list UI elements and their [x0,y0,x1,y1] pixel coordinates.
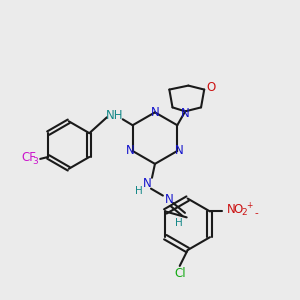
Text: NH: NH [106,109,124,122]
Text: N: N [181,107,190,120]
Text: +: + [246,201,253,210]
Text: O: O [206,81,216,94]
Text: -: - [255,208,258,218]
Text: N: N [143,177,152,190]
Text: N: N [164,193,173,206]
Text: 2: 2 [242,208,247,217]
Text: N: N [226,203,235,216]
Text: H: H [135,186,143,196]
Text: O: O [233,203,242,216]
Text: N: N [126,145,135,158]
Text: N: N [151,106,159,119]
Text: Cl: Cl [174,267,185,280]
Text: 3: 3 [32,158,38,166]
Text: N: N [175,145,184,158]
Text: H: H [175,218,183,228]
Text: CF: CF [21,152,36,164]
